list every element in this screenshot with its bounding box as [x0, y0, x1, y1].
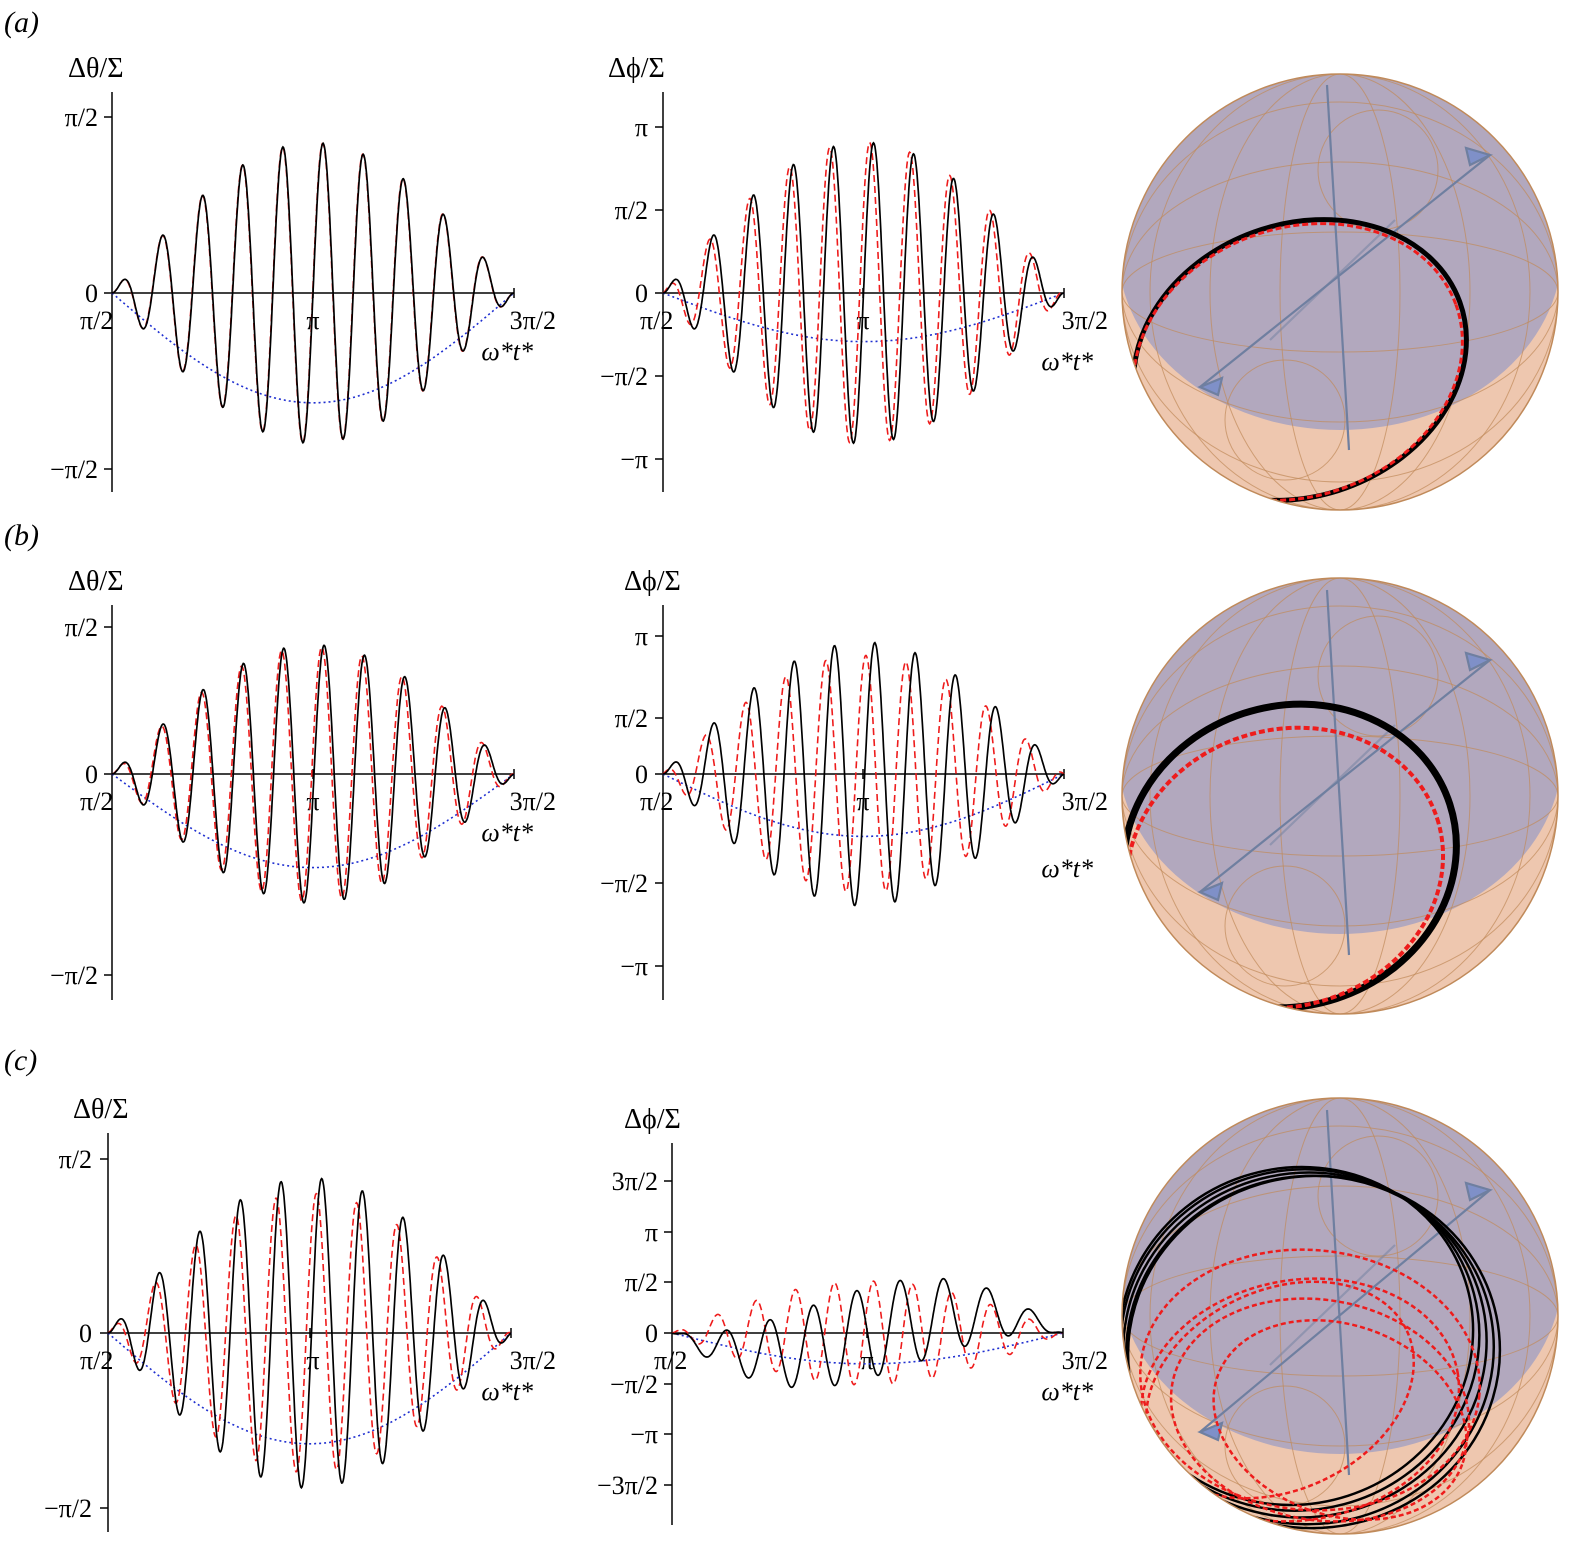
phi-plot-c: Δϕ/Σ 3π/2 π π/2 0 −π/2 −π −3π/2 π/2 π 3π… — [597, 1104, 1108, 1525]
blue-envelope-line — [111, 773, 515, 869]
x-tick-label: 3π/2 — [1062, 1346, 1108, 1375]
y-tick-label: π/2 — [65, 613, 98, 642]
blue-envelope-line — [671, 1332, 1064, 1365]
x-tick-label: π — [306, 306, 319, 335]
x-unit-label: ω*t* — [481, 1377, 533, 1406]
x-tick-label: π/2 — [80, 787, 113, 816]
x-tick-label: 3π/2 — [1062, 306, 1108, 335]
y-tick-label: −π — [630, 1420, 658, 1449]
phi-plot-b: Δϕ/Σ π π/2 0 −π/2 −π π/2 π 3π/2 ω*t* — [600, 566, 1108, 1000]
red-dashed-line — [671, 1280, 1064, 1386]
x-tick-label: 3π/2 — [510, 306, 556, 335]
y-tick-label: π — [645, 1218, 658, 1247]
theta-ylabel-c: Δθ/Σ — [73, 1094, 129, 1125]
black-solid-line — [107, 1177, 512, 1490]
black-solid-line — [111, 644, 515, 904]
sphere-grid — [1122, 74, 1558, 510]
blue-envelope-line — [107, 1332, 512, 1445]
x-tick-label: π — [306, 1346, 319, 1375]
y-tick-label: 0 — [635, 760, 648, 789]
theta-plot-a: Δθ/Σ π/2 0 −π/2 π/2 π 3π/2 ω*t* — [50, 53, 556, 492]
sphere-outline-a — [1121, 73, 1559, 511]
y-tick-label: −π/2 — [50, 455, 98, 484]
y-tick-label: −π/2 — [610, 1370, 658, 1399]
bloch-sphere-c — [1122, 1098, 1558, 1534]
sphere-grid — [1122, 578, 1558, 1014]
red-dashed-line — [662, 141, 1065, 444]
phi-ylabel-b: Δϕ/Σ — [624, 566, 681, 597]
blue-envelope-line — [111, 292, 515, 404]
black-solid-line — [671, 1277, 1064, 1389]
blue-envelope-line — [662, 292, 1065, 343]
x-tick-label: 3π/2 — [510, 787, 556, 816]
x-tick-label: 3π/2 — [1062, 787, 1108, 816]
y-tick-label: −π/2 — [50, 961, 98, 990]
y-tick-label: −π/2 — [600, 869, 648, 898]
panel-label-a: (a) — [4, 6, 39, 39]
sphere-outline-c — [1121, 1097, 1559, 1535]
theta-plot-b: Δθ/Σ π/2 0 −π/2 π/2 π 3π/2 ω*t* — [50, 566, 556, 1000]
phi-ylabel-a: Δϕ/Σ — [608, 53, 665, 84]
y-tick-label: π/2 — [625, 1268, 658, 1297]
trajectory-red — [1132, 222, 1464, 502]
y-tick-label: π/2 — [615, 196, 648, 225]
y-tick-label: π/2 — [615, 704, 648, 733]
sphere-band — [1122, 578, 1558, 934]
y-tick-label: −π — [620, 445, 648, 474]
y-tick-label: 0 — [85, 279, 98, 308]
theta-plot-c: Δθ/Σ π/2 0 −π/2 π/2 π 3π/2 ω*t* — [44, 1094, 556, 1532]
y-tick-label: −π/2 — [44, 1494, 92, 1523]
sphere-axes — [1197, 84, 1494, 451]
y-tick-label: π/2 — [59, 1145, 92, 1174]
phi-ylabel-c: Δϕ/Σ — [624, 1104, 681, 1135]
black-solid-line — [111, 141, 515, 445]
x-unit-label: ω*t* — [1041, 1377, 1093, 1406]
y-tick-label: 0 — [645, 1319, 658, 1348]
x-unit-label: ω*t* — [481, 337, 533, 366]
y-tick-label: −3π/2 — [597, 1471, 658, 1500]
red-dashed-line — [662, 654, 1065, 893]
y-tick-label: π/2 — [65, 103, 98, 132]
y-tick-label: π — [635, 113, 648, 142]
x-tick-label: π/2 — [80, 1346, 113, 1375]
black-solid-line — [662, 141, 1065, 445]
red-dashed-line — [107, 1192, 512, 1473]
x-unit-label: ω*t* — [1041, 854, 1093, 883]
y-tick-label: 0 — [635, 279, 648, 308]
y-tick-label: 0 — [85, 760, 98, 789]
bloch-sphere-a — [1122, 74, 1558, 510]
x-tick-label: π/2 — [80, 306, 113, 335]
phi-plot-a: Δϕ/Σ π π/2 0 −π/2 −π π/2 π 3π/2 ω*t* — [600, 53, 1108, 492]
x-tick-label: π/2 — [640, 306, 673, 335]
y-tick-label: −π/2 — [600, 362, 648, 391]
x-tick-label: π/2 — [654, 1346, 687, 1375]
y-tick-label: 0 — [79, 1319, 92, 1348]
theta-ylabel-a: Δθ/Σ — [68, 53, 124, 84]
black-solid-line — [662, 641, 1065, 907]
blue-envelope-line — [662, 773, 1065, 838]
panel-label-b: (b) — [4, 519, 39, 552]
y-tick-label: π — [635, 622, 648, 651]
sphere-outline-b — [1121, 577, 1559, 1015]
theta-ylabel-b: Δθ/Σ — [68, 566, 124, 597]
x-tick-label: 3π/2 — [510, 1346, 556, 1375]
panel-label-c: (c) — [4, 1044, 37, 1077]
y-tick-label: −π — [620, 952, 648, 981]
x-tick-label: π/2 — [640, 787, 673, 816]
red-dashed-line — [111, 645, 515, 902]
x-unit-label: ω*t* — [1041, 347, 1093, 376]
x-unit-label: ω*t* — [481, 818, 533, 847]
sphere-band — [1122, 74, 1558, 430]
y-tick-label: 3π/2 — [612, 1167, 658, 1196]
bloch-sphere-b — [1122, 578, 1558, 1014]
